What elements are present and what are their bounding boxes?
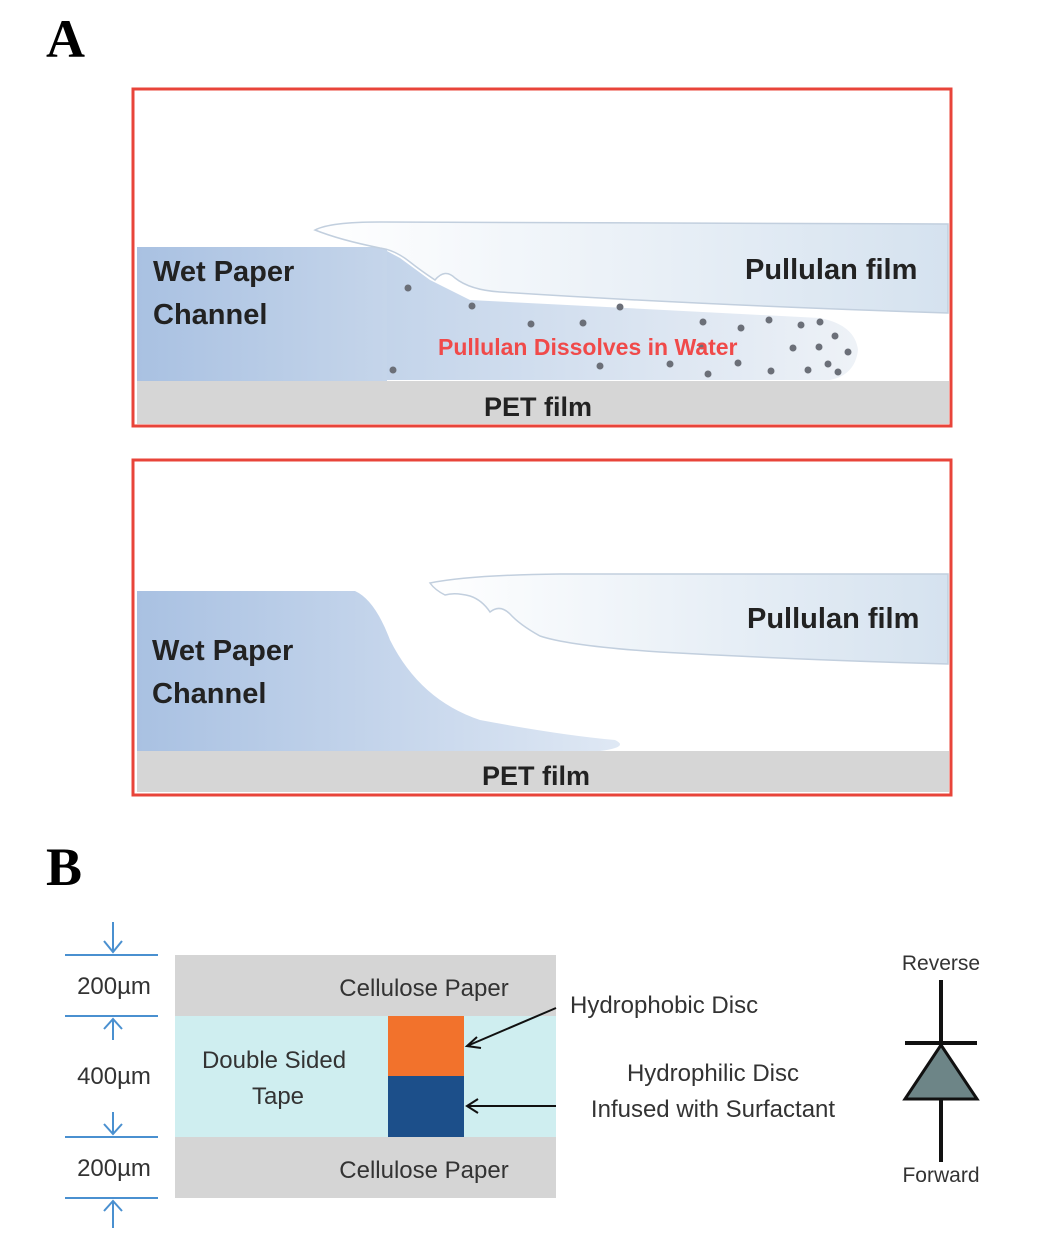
bottom-pullulan-film-label: Pullulan film (747, 603, 919, 635)
hydrophobic-label: Hydrophobic Disc (570, 992, 758, 1019)
hydrophilic-disc (388, 1076, 464, 1137)
cellulose-top-label: Cellulose Paper (339, 975, 508, 1002)
panel-b-stack: Cellulose Paper Cellulose Paper Double S… (175, 955, 556, 1198)
bottom-pet-film-label: PET film (482, 761, 590, 791)
panel-a-top: Wet Paper Channel Pullulan film Pullulan… (131, 87, 953, 428)
forward-label: Forward (902, 1164, 979, 1187)
panel-a-label: A (46, 9, 85, 69)
tape-label-2: Tape (252, 1083, 304, 1110)
hydrophilic-label-2: Infused with Surfactant (591, 1096, 835, 1123)
top-pullulan-film-label: Pullulan film (745, 254, 917, 286)
bottom-wet-paper-label-2: Channel (152, 678, 266, 710)
bottom-wet-paper-label-1: Wet Paper (152, 635, 293, 667)
double-sided-tape (175, 1016, 556, 1137)
dim-bottom-label: 200µm (77, 1155, 151, 1182)
panel-b-label: B (46, 837, 83, 897)
dimension-markers (65, 922, 158, 1228)
dissolved-particles (389, 284, 852, 378)
pet-film (137, 751, 949, 792)
reverse-label: Reverse (902, 952, 980, 975)
cellulose-bottom-label: Cellulose Paper (339, 1157, 508, 1184)
wet-paper-channel (137, 247, 387, 381)
top-pet-film-label: PET film (484, 392, 592, 422)
cellulose-paper-bottom (175, 1137, 556, 1198)
dim-top-label: 200µm (77, 973, 151, 1000)
dissolves-label: Pullulan Dissolves in Water (438, 334, 738, 360)
water-region (385, 250, 858, 380)
dim-mid-label: 400µm (77, 1063, 151, 1090)
wet-paper-channel (137, 591, 620, 751)
tape-label-1: Double Sided (202, 1047, 346, 1074)
pullulan-film (428, 573, 949, 665)
pullulan-film (313, 221, 949, 314)
callout-arrows (464, 1007, 557, 1114)
top-wet-paper-label-2: Channel (153, 299, 267, 331)
diode-symbol (902, 980, 980, 1162)
panel-a-bottom: Wet Paper Channel Pullulan film PET film (131, 458, 953, 797)
pet-film (137, 381, 949, 424)
hydrophobic-disc (388, 1016, 464, 1076)
cellulose-paper-top (175, 955, 556, 1016)
hydrophilic-label-1: Hydrophilic Disc (627, 1060, 799, 1087)
top-wet-paper-label-1: Wet Paper (153, 256, 294, 288)
